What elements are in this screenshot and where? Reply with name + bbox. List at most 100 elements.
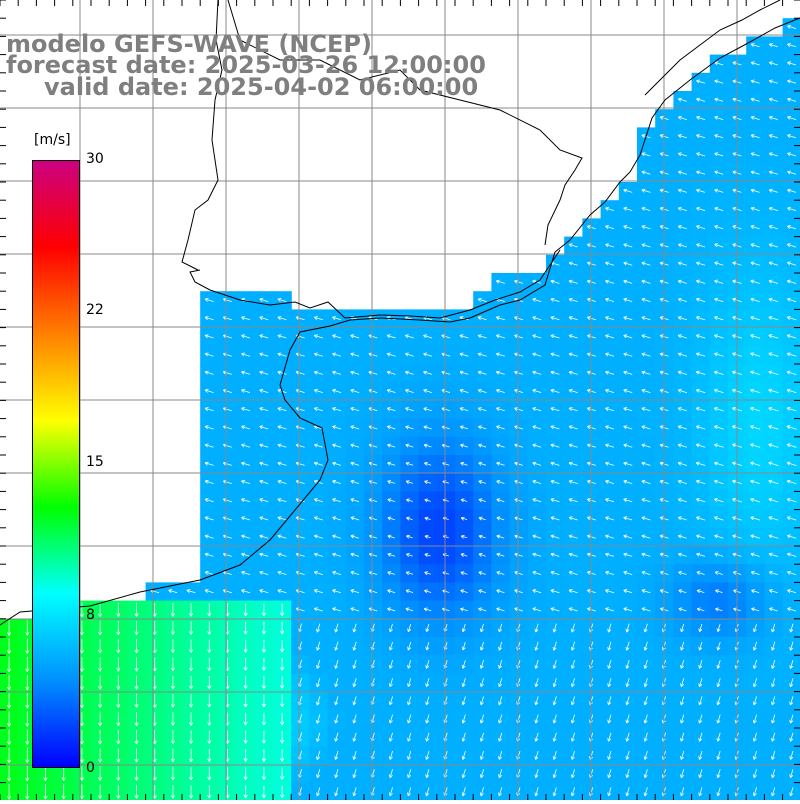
wind-arrow bbox=[350, 425, 360, 430]
wind-arrow bbox=[570, 659, 575, 669]
wind-arrow bbox=[641, 243, 651, 248]
wind-arrow bbox=[750, 206, 760, 212]
wind-arrow bbox=[316, 641, 321, 651]
wind-arrow bbox=[424, 480, 432, 485]
wind-arrow bbox=[768, 43, 778, 48]
wind-arrow bbox=[768, 61, 778, 66]
wind-arrow bbox=[750, 152, 760, 157]
wind-arrow bbox=[623, 352, 633, 357]
wind-arrow bbox=[715, 607, 723, 612]
wind-arrow bbox=[332, 516, 342, 521]
wind-arrow bbox=[605, 370, 615, 375]
wind-arrow bbox=[605, 589, 615, 594]
wind-arrow bbox=[170, 621, 175, 635]
wind-arrow bbox=[350, 352, 360, 357]
wind-arrow bbox=[350, 334, 360, 339]
wind-arrow bbox=[387, 516, 395, 521]
wind-arrow bbox=[677, 516, 687, 521]
wind-arrow bbox=[605, 279, 615, 284]
wind-arrow bbox=[716, 750, 721, 760]
wind-arrow bbox=[696, 97, 706, 102]
wind-arrow bbox=[461, 714, 466, 724]
wind-arrow bbox=[625, 732, 630, 742]
wind-arrow bbox=[460, 498, 468, 503]
wind-arrow bbox=[695, 370, 706, 375]
wind-arrow bbox=[789, 769, 794, 779]
wind-arrow bbox=[605, 225, 615, 230]
wind-arrow bbox=[605, 316, 615, 321]
wind-arrow bbox=[570, 732, 575, 742]
field-cell bbox=[782, 364, 800, 383]
wind-arrow bbox=[496, 407, 505, 412]
wind-arrow bbox=[204, 407, 214, 412]
wind-arrow bbox=[25, 766, 30, 782]
wind-arrow bbox=[25, 784, 30, 800]
wind-arrow bbox=[750, 552, 760, 557]
field-cell bbox=[782, 455, 800, 474]
wind-arrow bbox=[698, 623, 703, 633]
wind-arrow bbox=[277, 443, 287, 448]
wind-arrow bbox=[425, 678, 430, 687]
wind-arrow bbox=[677, 97, 687, 102]
wind-arrow bbox=[532, 607, 542, 612]
wind-arrow bbox=[696, 279, 706, 284]
wind-arrow bbox=[568, 498, 578, 503]
wind-arrow bbox=[7, 656, 12, 673]
wind-arrow bbox=[387, 443, 396, 448]
wind-arrow bbox=[25, 638, 30, 654]
wind-arrow bbox=[570, 769, 575, 779]
wind-arrow bbox=[259, 516, 269, 521]
wind-arrow bbox=[552, 659, 557, 669]
wind-arrow bbox=[787, 24, 797, 29]
wind-arrow bbox=[388, 696, 393, 706]
wind-arrow bbox=[407, 769, 412, 779]
wind-arrow bbox=[134, 675, 139, 690]
wind-arrow bbox=[423, 388, 432, 393]
wind-arrow bbox=[623, 479, 633, 484]
wind-arrow bbox=[332, 334, 342, 339]
field-cell bbox=[782, 36, 800, 56]
wind-arrow bbox=[771, 750, 776, 760]
wind-arrow bbox=[550, 479, 560, 484]
wind-arrow bbox=[695, 479, 706, 485]
wind-arrow bbox=[641, 607, 651, 612]
wind-arrow bbox=[714, 334, 724, 339]
wind-arrow bbox=[352, 750, 357, 760]
wind-arrow bbox=[332, 589, 342, 594]
wind-arrow bbox=[460, 571, 468, 576]
wind-arrow bbox=[787, 97, 797, 102]
wind-arrow bbox=[714, 534, 724, 539]
wind-arrow bbox=[277, 407, 287, 412]
wind-arrow bbox=[7, 729, 12, 745]
wind-arrow bbox=[698, 641, 703, 651]
wind-arrow bbox=[98, 748, 103, 763]
wind-arrow bbox=[514, 607, 524, 612]
wind-arrow bbox=[61, 766, 66, 781]
wind-arrow bbox=[677, 279, 687, 284]
field-cell bbox=[782, 54, 800, 74]
wind-arrow bbox=[641, 388, 651, 393]
wind-arrow bbox=[568, 534, 578, 539]
wind-arrow bbox=[532, 534, 542, 539]
field-cell bbox=[782, 564, 800, 583]
wind-arrow bbox=[259, 388, 269, 393]
wind-arrow bbox=[641, 370, 651, 375]
wind-arrow bbox=[680, 714, 685, 724]
wind-arrow bbox=[134, 766, 139, 781]
wind-arrow bbox=[787, 170, 797, 175]
wind-arrow bbox=[170, 766, 175, 781]
wind-arrow bbox=[207, 730, 212, 744]
wind-arrow bbox=[568, 461, 578, 466]
wind-arrow bbox=[768, 170, 778, 175]
wind-arrow bbox=[243, 676, 248, 689]
field-cell bbox=[782, 291, 800, 310]
wind-arrow bbox=[479, 732, 484, 742]
wind-arrow bbox=[243, 767, 248, 780]
wind-arrow bbox=[460, 443, 468, 448]
wind-arrow bbox=[332, 570, 342, 575]
wind-arrow bbox=[424, 461, 432, 466]
wind-arrow bbox=[243, 730, 248, 744]
wind-arrow bbox=[387, 498, 396, 503]
wind-arrow bbox=[607, 732, 612, 742]
wind-arrow bbox=[350, 589, 360, 594]
